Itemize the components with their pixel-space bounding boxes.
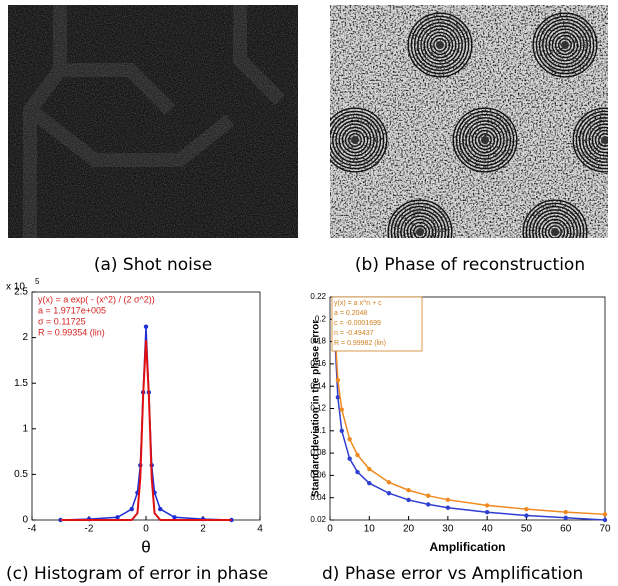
x-tick-label: 10 — [364, 524, 376, 535]
point — [564, 510, 568, 514]
point — [446, 506, 450, 510]
x-tick-label: 0 — [143, 524, 149, 535]
ring-core — [416, 228, 424, 236]
y-tick-label: 0.22 — [310, 292, 326, 301]
ring-core — [436, 41, 444, 49]
y-tick-label: 0 — [22, 515, 28, 526]
point — [130, 507, 134, 511]
annotation: c = -0.0001699 — [334, 320, 381, 327]
annotation: n = -0.49437 — [334, 330, 374, 337]
y-scale-label: x 10 — [6, 282, 25, 293]
y-tick-label: 1 — [22, 423, 28, 434]
point — [367, 467, 371, 471]
caption: (c) Histogram of error in phase — [6, 564, 268, 584]
y-tick-label: 0.02 — [310, 515, 326, 524]
x-axis-label: θ — [141, 537, 150, 556]
x-tick-label: 60 — [560, 524, 572, 535]
x-tick-label: 0 — [327, 524, 333, 535]
x-tick-label: -4 — [28, 524, 37, 535]
point — [158, 507, 162, 511]
x-axis-label: Amplification — [429, 540, 505, 554]
point — [426, 493, 430, 497]
annotation: σ = 0.11725 — [38, 316, 86, 326]
point — [172, 515, 176, 519]
x-tick-label: 4 — [257, 524, 263, 535]
point — [485, 503, 489, 507]
annotation: R = 0.99354 (lin) — [38, 327, 105, 337]
point — [347, 456, 351, 460]
point — [564, 516, 568, 520]
y-tick-label: 2 — [22, 332, 28, 343]
point — [603, 518, 607, 522]
image-shot-noise — [8, 5, 298, 238]
image-phase — [323, 5, 618, 264]
caption: d) Phase error vs Amplification — [322, 564, 583, 584]
ring-core — [551, 228, 559, 236]
point — [340, 407, 344, 411]
ring-core — [351, 136, 359, 144]
x-tick-label: 40 — [482, 524, 494, 535]
point — [446, 498, 450, 502]
y-scale-exponent: 5 — [35, 277, 40, 286]
point — [485, 510, 489, 514]
point — [426, 502, 430, 506]
caption: (a) Shot noise — [94, 255, 212, 275]
annotation: y(x) = a exp( - (x^2) / (2 σ^2)) — [38, 294, 155, 304]
point — [406, 498, 410, 502]
point — [387, 480, 391, 484]
annotation: R = 0.99982 (lin) — [334, 340, 386, 347]
x-tick-label: 30 — [442, 524, 454, 535]
point — [603, 512, 607, 516]
point — [340, 429, 344, 433]
y-tick-label: 1.5 — [14, 378, 28, 389]
point — [144, 324, 148, 328]
point — [115, 515, 119, 519]
x-tick-label: 70 — [599, 524, 611, 535]
x-tick-label: 2 — [200, 524, 206, 535]
point — [524, 507, 528, 511]
point — [355, 470, 359, 474]
x-tick-label: 20 — [403, 524, 415, 535]
ring-core — [481, 136, 489, 144]
x-tick-label: -2 — [85, 524, 94, 535]
point — [355, 453, 359, 457]
caption: (b) Phase of reconstruction — [355, 255, 585, 275]
point — [367, 481, 371, 485]
ring-core — [601, 136, 609, 144]
point — [387, 491, 391, 495]
y-tick-label: 0.5 — [14, 469, 28, 480]
annotation: a = 1.9717e+005 — [38, 305, 106, 315]
annotation: a = 0.2048 — [334, 310, 367, 317]
y-axis-label: Standard deviation in the phase error — [311, 320, 322, 497]
point — [524, 513, 528, 517]
annotation: y(x) = a x^n + c — [334, 300, 382, 307]
x-tick-label: 50 — [521, 524, 533, 535]
point — [347, 437, 351, 441]
series-line — [61, 340, 232, 520]
point — [406, 488, 410, 492]
figure: (a) Shot noise (b) Phase of reconstructi… — [0, 0, 618, 586]
ring-core — [561, 41, 569, 49]
point — [336, 378, 340, 382]
